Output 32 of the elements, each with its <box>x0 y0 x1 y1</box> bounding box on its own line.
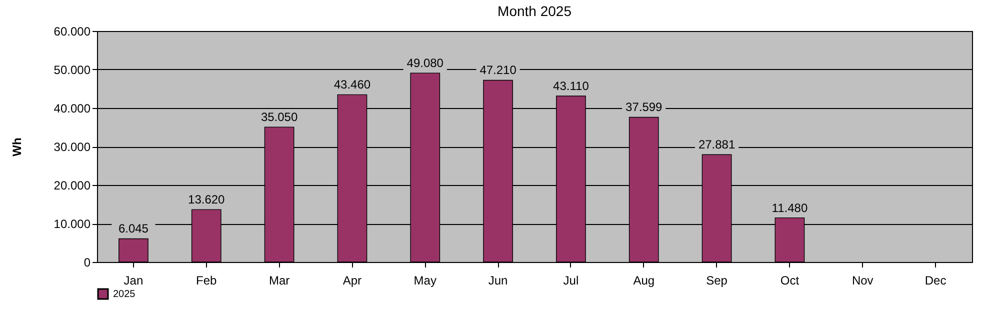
data-label: 49.080 <box>406 56 444 70</box>
x-tick-label: Mar <box>268 274 290 288</box>
x-tick-label: Apr <box>342 274 362 288</box>
data-label: 13.620 <box>188 192 226 207</box>
data-label: 35.050 <box>260 110 298 124</box>
data-label: 47.210 <box>480 63 517 78</box>
data-label: 27.881 <box>698 138 736 152</box>
x-tick-label: May <box>414 274 436 288</box>
y-tick-label: 30.000 <box>54 140 91 154</box>
x-tick-label: Jan <box>124 274 144 288</box>
x-tick-label: Oct <box>780 274 800 288</box>
y-tick-label: 20.000 <box>54 178 91 192</box>
y-tick-label: 0 <box>84 256 91 270</box>
x-tick-label: Sep <box>706 274 728 288</box>
x-tick-label: Jul <box>563 274 579 288</box>
data-label: 6.045 <box>118 222 149 236</box>
x-tick-label: Dec <box>924 274 946 288</box>
x-tick-label: Jun <box>488 274 508 288</box>
y-tick-label: 10.000 <box>54 217 91 231</box>
data-label: 37.599 <box>626 100 663 114</box>
y-tick-label: 40.000 <box>54 102 91 116</box>
data-label: 43.460 <box>334 78 371 92</box>
legend-label: 2025 <box>113 289 136 300</box>
y-tick-label: 60.000 <box>54 24 91 38</box>
x-tick-label: Aug <box>633 274 655 288</box>
chart-title: Month 2025 <box>498 3 572 19</box>
y-axis-title: Wh <box>10 138 24 156</box>
x-tick-label: Feb <box>196 274 218 288</box>
x-tick-label: Nov <box>852 274 874 288</box>
data-label: 43.110 <box>553 79 590 94</box>
data-label: 11.480 <box>772 200 808 215</box>
y-tick-label: 50.000 <box>54 63 91 77</box>
